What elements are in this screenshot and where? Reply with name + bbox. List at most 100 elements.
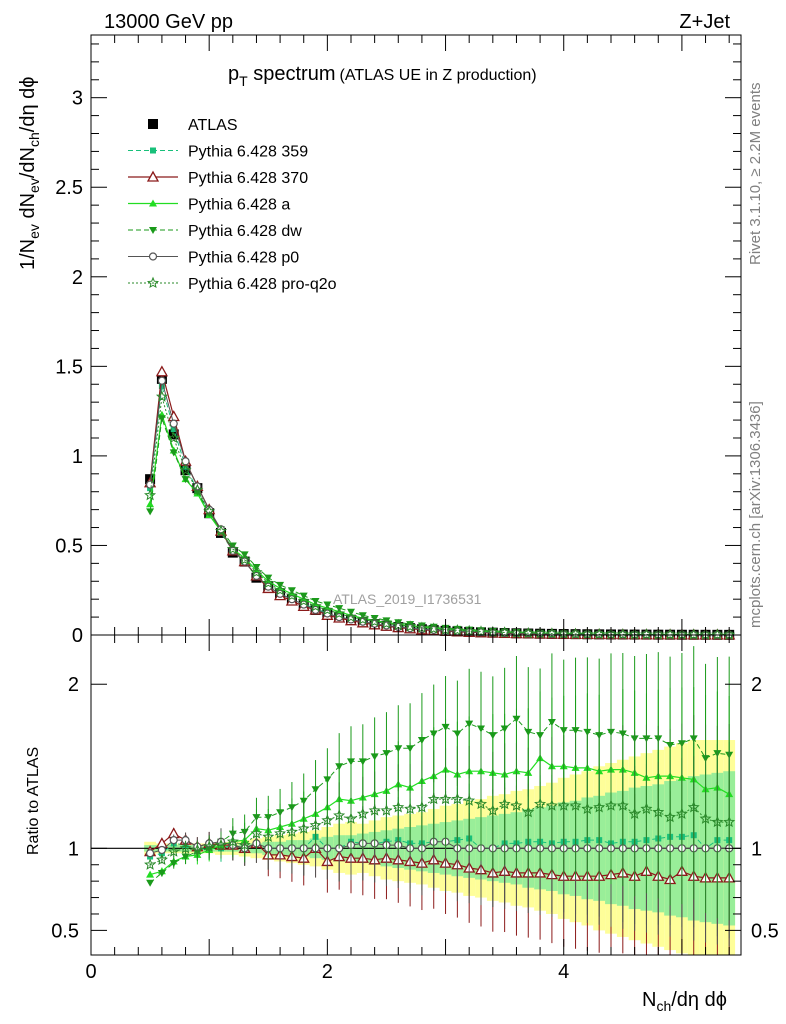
legend-label: Pythia 6.428 pro-q2o — [188, 276, 337, 293]
ratio-point — [557, 799, 570, 811]
data-point — [144, 488, 157, 501]
data-point — [250, 566, 263, 578]
data-point — [344, 610, 358, 623]
ratio-point — [536, 732, 545, 740]
legend-item-atlas: ATLAS — [148, 117, 238, 134]
ratio-y-tick-label: 2 — [68, 674, 79, 696]
data-point — [179, 463, 192, 476]
ratio-point — [238, 838, 251, 851]
ratio-y-tick-label-right: 1 — [751, 838, 762, 860]
series-line-pq2o — [149, 396, 730, 636]
ratio-point — [545, 799, 558, 811]
data-point — [238, 553, 251, 565]
x-tick-label: 2 — [322, 961, 333, 983]
series-line-pdw — [149, 418, 730, 636]
data-point — [321, 603, 334, 616]
ratio-series — [143, 646, 736, 955]
ratio-point — [451, 792, 464, 805]
ratio-point — [382, 750, 391, 758]
data-point — [569, 627, 582, 640]
data-point — [311, 605, 320, 615]
ratio-panel-frame — [90, 634, 742, 956]
x-tick-label: 0 — [85, 961, 96, 983]
ratio-point — [477, 725, 485, 733]
data-point — [228, 542, 237, 550]
data-point — [274, 583, 287, 596]
ratio-point — [285, 825, 298, 838]
plot-title: pT spectrum (ATLAS UE in Z production) — [228, 63, 537, 89]
data-point — [380, 617, 393, 629]
data-point — [394, 619, 403, 627]
ratio-point — [524, 728, 533, 736]
top-y-tick-label: 2.5 — [55, 177, 83, 199]
data-point — [285, 589, 298, 601]
ratio-point — [699, 812, 712, 824]
legend-marker — [150, 147, 156, 154]
data-point — [157, 376, 167, 385]
ratio-point — [465, 720, 474, 728]
data-point — [191, 483, 204, 496]
data-point — [370, 614, 379, 622]
data-point — [664, 628, 677, 640]
ratio-point — [406, 745, 415, 753]
ratio-point — [583, 728, 592, 736]
mcplots-label: mcplots.cern.ch [arXiv:1306.3436] — [747, 401, 764, 628]
data-point — [616, 628, 629, 640]
legend-label: Pythia 6.428 359 — [188, 144, 308, 161]
data-point — [593, 627, 606, 640]
legend-label: Pythia 6.428 370 — [188, 170, 308, 187]
ratio-point — [474, 797, 488, 810]
data-point — [711, 628, 724, 640]
data-point — [170, 426, 177, 433]
ratio-point — [169, 860, 178, 868]
data-point — [335, 612, 344, 622]
ratio-point — [344, 812, 358, 824]
ratio-point — [392, 800, 405, 813]
ratio-point — [439, 792, 452, 805]
ratio-point — [534, 797, 547, 810]
legend-label: Pythia 6.428 dw — [188, 223, 302, 240]
ratio-point — [146, 879, 155, 887]
plot-title-p: p — [228, 63, 239, 85]
ratio-point — [581, 802, 594, 815]
data-point — [358, 612, 367, 620]
legend-item-p370: Pythia 6.428 370 — [128, 170, 308, 187]
ratio-y-axis-title: Ratio to ATLAS — [25, 747, 42, 855]
top-y-tick-label: 1.5 — [55, 356, 83, 378]
ratio-series-pq2o — [144, 715, 736, 921]
ratio-point — [226, 835, 239, 847]
ratio-point — [640, 802, 653, 815]
data-point — [145, 480, 155, 489]
data-point — [146, 508, 155, 516]
data-point — [368, 615, 381, 627]
legend-marker — [146, 276, 160, 289]
data-point — [640, 628, 653, 640]
data-point — [382, 617, 391, 625]
data-point — [214, 524, 228, 537]
ratio-point — [262, 830, 275, 842]
ratio-y-tick-label-right: 2 — [751, 674, 762, 696]
ratio-point — [155, 853, 168, 865]
legend-item-pdw: Pythia 6.428 dw — [128, 223, 302, 240]
top-y-tick-label: 3 — [72, 88, 83, 110]
ratio-point — [664, 810, 677, 823]
top-y-axis-title: 1/Nev dNev/dNch/dη dϕ — [17, 77, 42, 270]
data-point — [427, 622, 440, 634]
ratio-point — [488, 732, 497, 740]
ratio-point — [358, 758, 367, 766]
ratio-point — [157, 845, 167, 855]
header-left: 13000 GeV pp — [104, 11, 233, 33]
top-y-tick-label: 0 — [72, 625, 83, 647]
ratio-point — [309, 819, 322, 831]
data-point — [687, 628, 700, 640]
data-point — [157, 415, 166, 423]
ratio-y-tick-label: 1 — [68, 838, 79, 860]
ratio-point — [394, 745, 403, 753]
legend-item-p359: Pythia 6.428 359 — [128, 144, 308, 161]
ratio-point — [547, 718, 556, 726]
data-point — [169, 419, 178, 428]
data-point — [404, 620, 417, 632]
ratio-point — [323, 776, 332, 784]
data-point — [203, 505, 216, 517]
data-point — [356, 613, 369, 625]
